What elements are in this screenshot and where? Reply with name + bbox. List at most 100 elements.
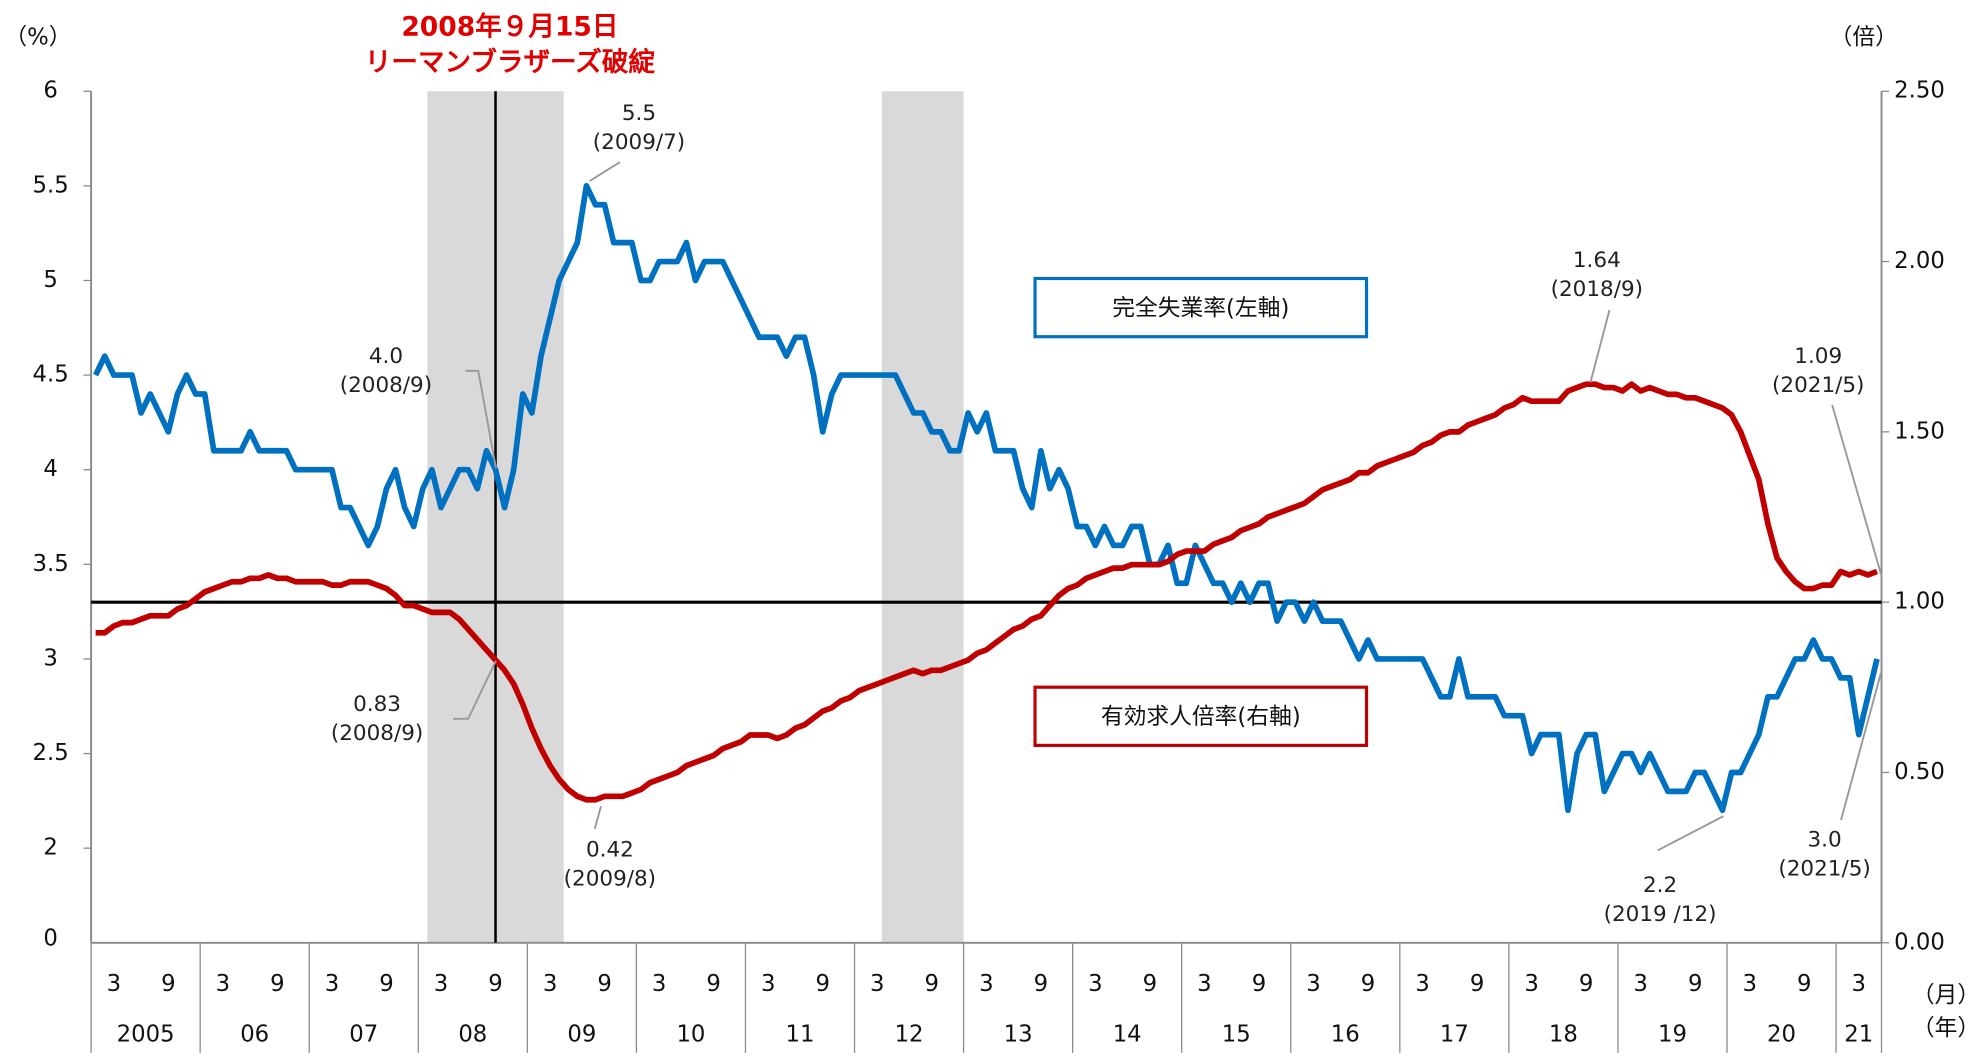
year-label: 21 bbox=[1844, 1022, 1873, 1048]
year-label: 07 bbox=[349, 1022, 378, 1048]
y-tick-label: 4 bbox=[43, 456, 57, 482]
y-tick-label: 0 bbox=[43, 925, 57, 951]
annotation-value: 5.5 bbox=[622, 101, 656, 126]
legend-label: 有効求人倍率(右軸) bbox=[1101, 704, 1301, 730]
annotation-date: (2009/8) bbox=[564, 867, 656, 892]
month-label: 3 bbox=[1852, 971, 1866, 997]
month-label: 3 bbox=[216, 971, 230, 997]
annotation-value: 1.64 bbox=[1573, 248, 1621, 273]
event-date: 2008年９月15日 bbox=[401, 11, 618, 42]
month-label: 9 bbox=[1579, 971, 1593, 997]
month-label: 3 bbox=[652, 971, 666, 997]
year-label: 08 bbox=[458, 1022, 487, 1048]
month-label: 9 bbox=[815, 971, 829, 997]
y2-tick-label: 1.50 bbox=[1894, 418, 1945, 444]
y2-tick-label: 0.00 bbox=[1894, 929, 1945, 955]
month-label: 3 bbox=[1197, 971, 1211, 997]
legend-label: 完全失業率(左軸) bbox=[1112, 295, 1289, 321]
annotation-leader bbox=[452, 660, 497, 720]
annotation-date: (2021/5) bbox=[1772, 373, 1864, 398]
year-label: 11 bbox=[786, 1022, 815, 1048]
series-line bbox=[93, 183, 1880, 814]
month-label: 9 bbox=[488, 971, 502, 997]
y-tick-label: 6 bbox=[43, 78, 57, 104]
month-label: 3 bbox=[543, 971, 557, 997]
y-tick-label: 2 bbox=[43, 835, 57, 861]
year-label: 13 bbox=[1004, 1022, 1033, 1048]
annotation-date: (2018/9) bbox=[1551, 277, 1643, 302]
year-label: 06 bbox=[240, 1022, 269, 1048]
annotation-leader bbox=[1831, 404, 1883, 577]
year-label: 20 bbox=[1767, 1022, 1796, 1048]
month-label: 3 bbox=[1633, 971, 1647, 997]
y-axis-label: （%） bbox=[4, 25, 71, 51]
annotation-value: 0.83 bbox=[353, 692, 401, 717]
month-label: 9 bbox=[1143, 971, 1157, 997]
annotation-value: 3.0 bbox=[1807, 827, 1841, 852]
y2-tick-label: 1.00 bbox=[1894, 589, 1945, 615]
annotation-value: 4.0 bbox=[369, 344, 403, 369]
y2-tick-label: 2.00 bbox=[1894, 248, 1945, 274]
month-label: 9 bbox=[1797, 971, 1811, 997]
month-label: 3 bbox=[107, 971, 121, 997]
y-tick-label: 3.5 bbox=[33, 551, 69, 577]
annotation-value: 1.09 bbox=[1794, 344, 1842, 369]
month-label: 9 bbox=[597, 971, 611, 997]
month-label: 3 bbox=[1742, 971, 1756, 997]
year-label: 2005 bbox=[117, 1022, 175, 1048]
legend-box bbox=[1033, 685, 1369, 747]
month-label: 9 bbox=[1034, 971, 1048, 997]
year-axis-label: （年） bbox=[1912, 1015, 1980, 1041]
year-label: 18 bbox=[1549, 1022, 1578, 1048]
annotation-value: 0.42 bbox=[586, 837, 634, 862]
y2-tick-label: 2.50 bbox=[1894, 78, 1945, 104]
annotation-leader bbox=[1589, 309, 1611, 383]
month-label: 9 bbox=[1252, 971, 1266, 997]
year-label: 12 bbox=[895, 1022, 924, 1048]
year-label: 17 bbox=[1440, 1022, 1469, 1048]
month-label: 9 bbox=[706, 971, 720, 997]
y-tick-label: 4.5 bbox=[33, 362, 69, 388]
series-line bbox=[95, 381, 1878, 803]
annotation-date: (2019 /12) bbox=[1604, 902, 1717, 927]
month-label: 3 bbox=[325, 971, 339, 997]
year-label: 15 bbox=[1222, 1022, 1251, 1048]
month-label: 3 bbox=[1088, 971, 1102, 997]
y-tick-label: 2.5 bbox=[33, 740, 69, 766]
annotation-date: (2008/9) bbox=[331, 721, 423, 746]
month-label: 9 bbox=[1470, 971, 1484, 997]
month-label: 3 bbox=[1415, 971, 1429, 997]
year-label: 19 bbox=[1658, 1022, 1687, 1048]
y-tick-label: 5 bbox=[43, 267, 57, 293]
month-label: 9 bbox=[925, 971, 939, 997]
annotation-leader bbox=[589, 161, 621, 182]
event-label: リーマンブラザーズ破綻 bbox=[365, 47, 655, 78]
annotation-value: 2.2 bbox=[1643, 873, 1677, 898]
month-label: 3 bbox=[434, 971, 448, 997]
year-label: 14 bbox=[1113, 1022, 1142, 1048]
month-label: 3 bbox=[761, 971, 775, 997]
month-label: 9 bbox=[379, 971, 393, 997]
month-label: 9 bbox=[1361, 971, 1375, 997]
annotation-date: (2008/9) bbox=[340, 373, 432, 398]
year-label: 09 bbox=[567, 1022, 596, 1048]
y2-tick-label: 0.50 bbox=[1894, 759, 1945, 785]
y-tick-label: 3 bbox=[43, 645, 57, 671]
year-label: 16 bbox=[1331, 1022, 1360, 1048]
month-axis-label: （月） bbox=[1912, 982, 1980, 1008]
legend-box bbox=[1033, 276, 1369, 339]
month-label: 3 bbox=[979, 971, 993, 997]
shaded-period bbox=[881, 91, 964, 943]
y2-axis-label: （倍） bbox=[1830, 25, 1898, 51]
month-label: 9 bbox=[270, 971, 284, 997]
month-label: 3 bbox=[870, 971, 884, 997]
month-label: 3 bbox=[1524, 971, 1538, 997]
annotation-leader bbox=[593, 805, 602, 830]
y-tick-label: 5.5 bbox=[33, 172, 69, 198]
month-label: 3 bbox=[1306, 971, 1320, 997]
annotation-date: (2021/5) bbox=[1778, 856, 1870, 881]
annotation-leader bbox=[1657, 815, 1724, 852]
month-label: 9 bbox=[1688, 971, 1702, 997]
year-label: 10 bbox=[676, 1022, 705, 1048]
